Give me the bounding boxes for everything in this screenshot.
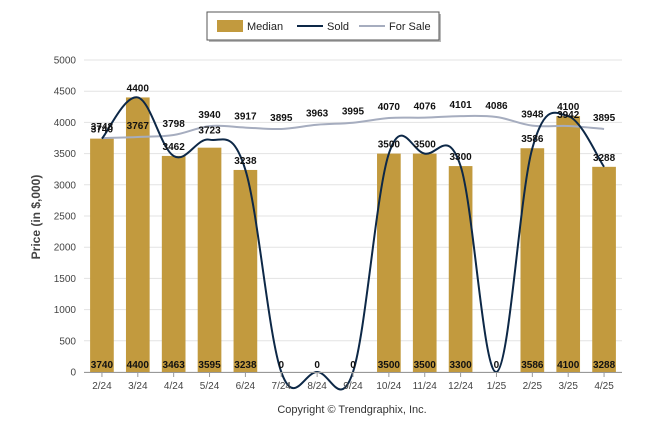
data-label-sold: 4100 (557, 102, 580, 113)
y-tick-label: 2000 (54, 243, 77, 254)
data-label-median: 3586 (521, 360, 544, 371)
data-label-sold: 3500 (378, 140, 401, 151)
data-label-median: 4400 (127, 360, 150, 371)
x-tick-label: 7/24 (272, 381, 292, 392)
data-label-median: 3463 (163, 360, 186, 371)
legend-swatch-median (217, 20, 243, 32)
data-label-sold: 3238 (234, 156, 257, 167)
y-tick-label: 0 (70, 368, 76, 379)
data-label-sold: 3740 (91, 125, 114, 136)
x-tick-label: 10/24 (376, 381, 401, 392)
bar-median (377, 153, 401, 372)
bar-median (161, 155, 186, 372)
x-tick-label: 5/24 (200, 381, 220, 392)
legend-box (206, 11, 440, 41)
data-label-median: 3238 (234, 360, 257, 371)
y-tick-label: 1500 (54, 274, 77, 285)
data-label-sold: 3723 (198, 126, 221, 137)
line-sold (101, 96, 605, 391)
x-tick-label: 1/25 (487, 381, 507, 392)
data-label-for-sale: 3995 (342, 107, 365, 118)
y-tick-label: 4000 (54, 118, 77, 129)
data-label-median: 3288 (593, 360, 616, 371)
bar-median (556, 116, 581, 372)
y-axis-title: Price (in $,000) (29, 175, 43, 260)
data-label-sold: 3586 (521, 134, 544, 145)
data-label-for-sale: 3748 (91, 122, 114, 133)
x-tick-label: 3/24 (128, 381, 148, 392)
data-label-sold: 0 (278, 360, 284, 371)
data-label-for-sale: 3917 (234, 112, 257, 123)
y-tick-label: 2500 (54, 212, 77, 223)
y-tick-label: 3500 (54, 149, 77, 160)
data-label-for-sale: 3963 (306, 109, 329, 120)
data-label-sold: 3300 (449, 152, 472, 163)
data-label-median: 3500 (378, 360, 401, 371)
y-tick-label: 5000 (54, 56, 77, 67)
data-label-for-sale: 4070 (378, 102, 401, 113)
data-label-sold: 4400 (127, 83, 150, 94)
legend: Median Sold For Sale (206, 11, 441, 42)
bar-median (125, 97, 150, 372)
data-label-median: 3300 (449, 360, 472, 371)
axes-layer: 0 500 1000 1500 2000 2500 3000 3500 4000 4500 5000… (54, 56, 622, 392)
data-label-for-sale: 4086 (485, 101, 508, 112)
x-tick-label: 2/24 (92, 381, 112, 392)
x-tick-label: 2/25 (523, 381, 543, 392)
bar-median (448, 166, 473, 372)
data-label-for-sale: 3895 (270, 113, 293, 124)
bars-layer (90, 97, 616, 372)
bar-median (90, 138, 114, 372)
bar-median (197, 147, 222, 372)
data-label-median: 3500 (414, 360, 437, 371)
data-label-for-sale: 3798 (163, 119, 186, 130)
legend-label-for-sale: For Sale (389, 21, 431, 33)
data-label-for-sale: 3942 (557, 110, 580, 121)
y-tick-label: 3000 (54, 180, 77, 191)
legend-label-sold: Sold (327, 21, 349, 33)
y-tick-label: 500 (59, 336, 76, 347)
bar-median (233, 169, 258, 372)
data-label-sold: 0 (314, 360, 320, 371)
line-for-sale (101, 114, 605, 140)
y-tick-label: 1000 (54, 305, 77, 316)
data-label-median: 4100 (557, 360, 580, 371)
data-label-sold: 0 (494, 360, 500, 371)
x-tick-label: 12/24 (448, 381, 473, 392)
data-label-for-sale: 4076 (414, 102, 437, 113)
legend-label-median: Median (247, 21, 283, 33)
x-tick-label: 8/24 (307, 381, 327, 392)
data-label-sold: 3500 (414, 140, 437, 151)
data-label-sold: 3462 (163, 142, 186, 153)
data-label-for-sale: 3940 (198, 110, 221, 121)
data-label-for-sale: 4101 (449, 100, 472, 111)
data-label-sold: 0 (350, 360, 356, 371)
bar-median (592, 166, 616, 372)
data-label-for-sale: 3948 (521, 110, 544, 121)
x-tick-label: 4/25 (594, 381, 614, 392)
x-tick-label: 11/24 (413, 381, 438, 392)
data-label-for-sale: 3767 (127, 121, 150, 132)
lines-layer (101, 96, 605, 391)
data-label-for-sale: 3895 (593, 113, 616, 124)
bar-median (412, 153, 437, 372)
y-tick-label: 4500 (54, 87, 77, 98)
x-tick-label: 9/24 (343, 381, 363, 392)
data-label-median: 3740 (91, 360, 114, 371)
labels-layer: 3748 3767 3798 3940 3917 3895 3963 3995 4070 4076… (91, 83, 616, 371)
data-label-sold: 3288 (593, 153, 616, 164)
data-label-median: 3595 (198, 360, 221, 371)
x-tick-label: 4/24 (164, 381, 184, 392)
x-tick-label: 3/25 (558, 381, 578, 392)
copyright-text: Copyright © Trendgraphix, Inc. (277, 404, 426, 416)
bar-median (520, 148, 545, 372)
x-tick-label: 6/24 (236, 381, 256, 392)
